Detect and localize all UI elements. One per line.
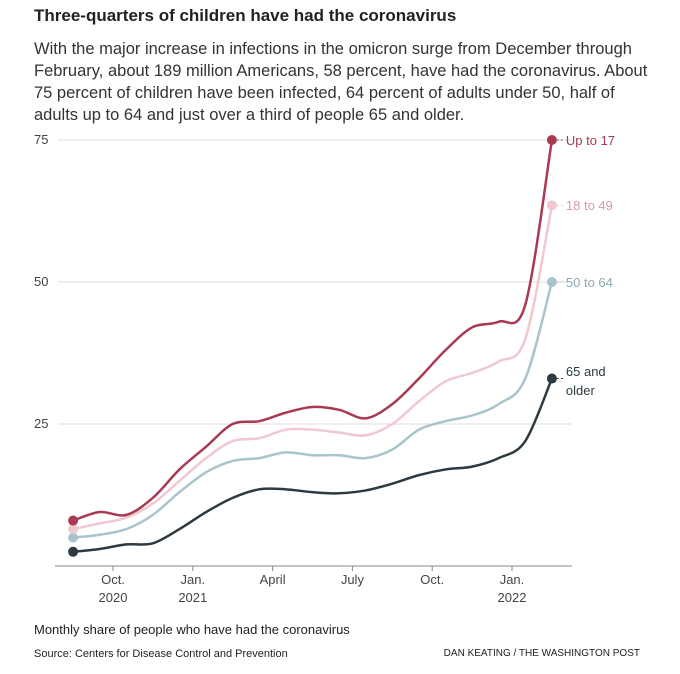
chart-subtitle: With the major increase in infections in… bbox=[34, 40, 648, 124]
series-line bbox=[72, 281, 554, 539]
x-tick-label: April bbox=[260, 572, 286, 587]
y-tick-label: 50 bbox=[34, 274, 48, 289]
series-line bbox=[72, 205, 554, 531]
end-dot bbox=[68, 524, 79, 535]
series-label: 18 to 49 bbox=[565, 198, 613, 214]
x-tick-label: 2021 bbox=[178, 590, 207, 605]
end-dot bbox=[68, 515, 79, 526]
series-label: 65 and older bbox=[565, 363, 606, 398]
end-dot bbox=[68, 546, 79, 557]
end-dot bbox=[68, 532, 79, 543]
y-tick-label: 75 bbox=[34, 132, 48, 147]
end-dot bbox=[546, 373, 557, 384]
chart-title: Three-quarters of children have had the … bbox=[34, 6, 457, 25]
x-tick-label: 2022 bbox=[498, 590, 527, 605]
source: Source: Centers for Disease Control and … bbox=[34, 648, 288, 660]
x-tick-label: Oct. bbox=[101, 572, 125, 587]
series-label: Up to 17 bbox=[565, 133, 616, 148]
x-tick-label: Oct. bbox=[420, 572, 444, 587]
end-dot bbox=[546, 277, 557, 287]
series-label: 50 to 64 bbox=[565, 275, 613, 290]
end-dot bbox=[546, 200, 557, 211]
x-tick-label: Jan. bbox=[500, 572, 525, 587]
end-dot bbox=[546, 135, 557, 145]
series-line bbox=[72, 139, 554, 522]
x-tick-label: 2020 bbox=[99, 590, 128, 605]
y-tick-label: 25 bbox=[34, 416, 48, 431]
x-tick-label: July bbox=[341, 572, 365, 587]
series-line bbox=[72, 378, 554, 554]
note: Monthly share of people who have had the… bbox=[34, 622, 350, 637]
x-tick-label: Jan. bbox=[181, 572, 206, 587]
credit: DAN KEATING / THE WASHINGTON POST bbox=[443, 648, 640, 659]
